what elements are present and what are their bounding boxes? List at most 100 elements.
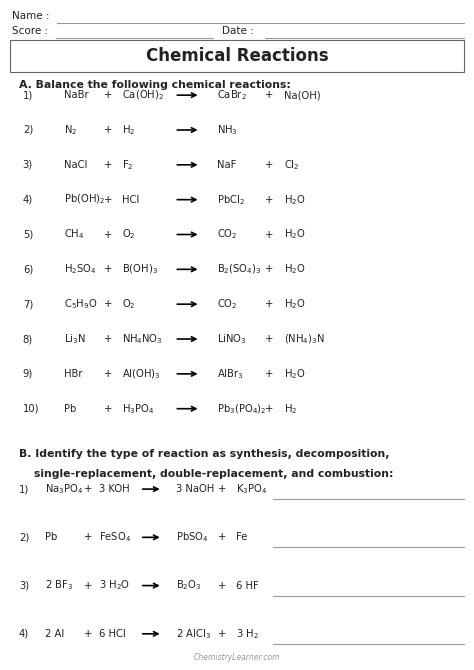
Text: 3 KOH: 3 KOH xyxy=(99,484,129,494)
Text: H$_2$: H$_2$ xyxy=(122,123,136,137)
Text: 3): 3) xyxy=(23,160,33,170)
Text: ChemistryLearner.com: ChemistryLearner.com xyxy=(194,653,280,662)
Text: single-replacement, double-replacement, and combustion:: single-replacement, double-replacement, … xyxy=(19,469,393,479)
Text: 2): 2) xyxy=(23,125,33,135)
Text: Name :: Name : xyxy=(12,11,49,21)
Text: F$_2$: F$_2$ xyxy=(122,158,134,172)
Text: +: + xyxy=(104,230,112,239)
Text: O$_2$: O$_2$ xyxy=(122,297,136,311)
Text: Date :: Date : xyxy=(222,26,254,36)
Text: H$_2$O: H$_2$O xyxy=(284,297,306,311)
Text: +: + xyxy=(104,369,112,379)
Text: Pb: Pb xyxy=(64,404,76,413)
Text: 5): 5) xyxy=(23,230,33,239)
Text: +: + xyxy=(218,629,226,639)
Text: 10): 10) xyxy=(23,404,39,413)
Text: B. Identify the type of reaction as synthesis, decomposition,: B. Identify the type of reaction as synt… xyxy=(19,449,390,459)
Text: Na$_3$PO$_4$: Na$_3$PO$_4$ xyxy=(45,482,83,496)
Text: Ca(OH)$_2$: Ca(OH)$_2$ xyxy=(122,88,164,102)
Text: K$_3$PO$_4$: K$_3$PO$_4$ xyxy=(236,482,267,496)
Text: 7): 7) xyxy=(23,299,33,309)
Text: CO$_2$: CO$_2$ xyxy=(217,297,238,311)
Text: +: + xyxy=(265,404,273,413)
Text: Pb(OH)$_2$: Pb(OH)$_2$ xyxy=(64,193,105,206)
Text: 2 AlCl$_3$: 2 AlCl$_3$ xyxy=(176,627,211,641)
Text: +: + xyxy=(218,533,226,542)
Text: Fe: Fe xyxy=(236,533,247,542)
Text: NH$_3$: NH$_3$ xyxy=(217,123,238,137)
Text: +: + xyxy=(265,160,273,170)
Text: 3 NaOH: 3 NaOH xyxy=(176,484,215,494)
Text: B$_2$O$_3$: B$_2$O$_3$ xyxy=(176,579,202,592)
Text: H$_2$SO$_4$: H$_2$SO$_4$ xyxy=(64,263,97,276)
Text: +: + xyxy=(265,195,273,204)
Text: +: + xyxy=(265,369,273,379)
Text: 6 HF: 6 HF xyxy=(236,581,259,590)
Text: N$_2$: N$_2$ xyxy=(64,123,77,137)
Text: 6): 6) xyxy=(23,265,33,274)
Text: FeSO$_4$: FeSO$_4$ xyxy=(99,531,131,544)
Text: Chemical Reactions: Chemical Reactions xyxy=(146,48,328,65)
Text: 1): 1) xyxy=(23,90,33,100)
Text: 3 H$_2$O: 3 H$_2$O xyxy=(99,579,130,592)
Text: PbCl$_2$: PbCl$_2$ xyxy=(217,193,245,206)
Text: H$_2$: H$_2$ xyxy=(284,402,298,415)
Text: CaBr$_2$: CaBr$_2$ xyxy=(217,88,247,102)
Text: 2 Al: 2 Al xyxy=(45,629,64,639)
Text: H$_2$O: H$_2$O xyxy=(284,228,306,241)
Text: +: + xyxy=(104,90,112,100)
Text: 4): 4) xyxy=(19,629,29,639)
Text: +: + xyxy=(265,265,273,274)
Text: Na(OH): Na(OH) xyxy=(284,90,321,100)
Text: NaF: NaF xyxy=(217,160,237,170)
Text: O$_2$: O$_2$ xyxy=(122,228,136,241)
Text: B(OH)$_3$: B(OH)$_3$ xyxy=(122,263,158,276)
Text: LiNO$_3$: LiNO$_3$ xyxy=(217,332,247,346)
Text: 3 H$_2$: 3 H$_2$ xyxy=(236,627,259,641)
Text: Cl$_2$: Cl$_2$ xyxy=(284,158,300,172)
Text: +: + xyxy=(83,581,92,590)
Text: NH$_4$NO$_3$: NH$_4$NO$_3$ xyxy=(122,332,163,346)
Text: CH$_4$: CH$_4$ xyxy=(64,228,85,241)
Text: +: + xyxy=(265,90,273,100)
Text: Score :: Score : xyxy=(12,26,48,36)
Text: H$_2$O: H$_2$O xyxy=(284,193,306,206)
Text: Pb$_3$(PO$_4$)$_2$: Pb$_3$(PO$_4$)$_2$ xyxy=(217,402,267,415)
Text: 3): 3) xyxy=(19,581,29,590)
Text: HBr: HBr xyxy=(64,369,82,379)
Text: NaCl: NaCl xyxy=(64,160,87,170)
Text: 8): 8) xyxy=(23,334,33,344)
Text: 2 BF$_3$: 2 BF$_3$ xyxy=(45,579,73,592)
Text: +: + xyxy=(104,334,112,344)
Text: H$_3$PO$_4$: H$_3$PO$_4$ xyxy=(122,402,155,415)
Text: +: + xyxy=(83,484,92,494)
Text: +: + xyxy=(104,265,112,274)
Text: AlBr$_3$: AlBr$_3$ xyxy=(217,367,244,381)
Text: +: + xyxy=(104,195,112,204)
Text: +: + xyxy=(104,299,112,309)
Text: 2): 2) xyxy=(19,533,29,542)
Text: +: + xyxy=(218,581,226,590)
Text: CO$_2$: CO$_2$ xyxy=(217,228,238,241)
Text: +: + xyxy=(83,629,92,639)
Text: A. Balance the following chemical reactions:: A. Balance the following chemical reacti… xyxy=(19,80,291,90)
Text: +: + xyxy=(104,125,112,135)
Text: +: + xyxy=(83,533,92,542)
Text: 1): 1) xyxy=(19,484,29,494)
Text: Li$_3$N: Li$_3$N xyxy=(64,332,86,346)
Text: B$_2$(SO$_4$)$_3$: B$_2$(SO$_4$)$_3$ xyxy=(217,263,262,276)
Text: +: + xyxy=(218,484,226,494)
Text: 6 HCl: 6 HCl xyxy=(99,629,125,639)
Text: H$_2$O: H$_2$O xyxy=(284,263,306,276)
Text: +: + xyxy=(265,334,273,344)
Text: +: + xyxy=(104,404,112,413)
Text: 9): 9) xyxy=(23,369,33,379)
Text: PbSO$_4$: PbSO$_4$ xyxy=(176,531,209,544)
Text: 4): 4) xyxy=(23,195,33,204)
Text: +: + xyxy=(265,230,273,239)
Text: +: + xyxy=(265,299,273,309)
Text: HCl: HCl xyxy=(122,195,139,204)
Text: Pb: Pb xyxy=(45,533,57,542)
Text: NaBr: NaBr xyxy=(64,90,89,100)
Text: Al(OH)$_3$: Al(OH)$_3$ xyxy=(122,367,161,381)
